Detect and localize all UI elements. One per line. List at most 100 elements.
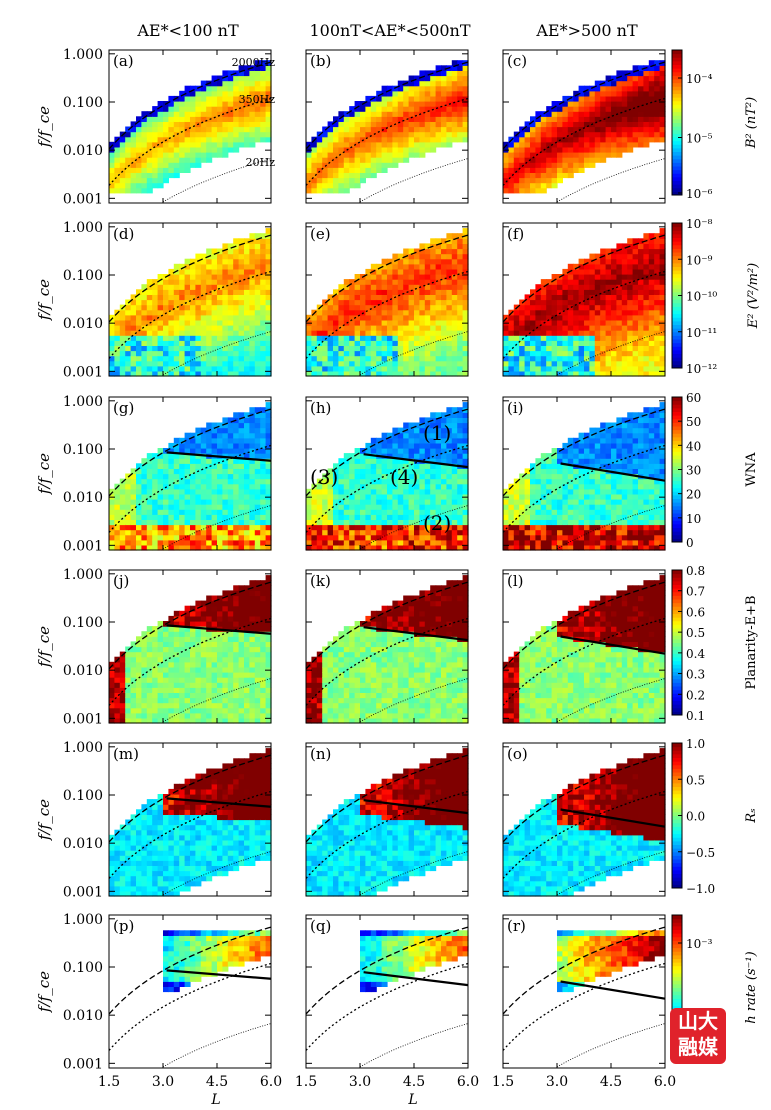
heatmap-cell [265, 314, 272, 321]
heatmap-cell [136, 504, 142, 510]
heatmap-cell [343, 136, 350, 143]
heatmap-cell [254, 309, 261, 316]
heatmap-cell [349, 284, 356, 290]
heatmap-cell [457, 299, 464, 306]
heatmap-cell [173, 534, 180, 541]
heatmap-cell [462, 483, 469, 490]
heatmap-cell [265, 453, 272, 459]
heatmap-cell [627, 309, 634, 316]
heatmap-cell [376, 121, 383, 128]
heatmap-cell [414, 258, 420, 265]
heatmap-cell [408, 95, 415, 102]
heatmap-cell [567, 360, 574, 367]
heatmap-cell [578, 360, 585, 367]
heatmap-cell [190, 453, 196, 459]
heatmap-cell [611, 304, 617, 311]
heatmap-cell [254, 238, 261, 244]
heatmap-cell [414, 319, 420, 326]
heatmap-cell [244, 253, 250, 260]
heatmap-cell [451, 422, 458, 429]
heatmap-cell [659, 340, 666, 346]
heatmap-cell [508, 355, 515, 362]
heatmap-cell [392, 162, 399, 168]
heatmap-cell [403, 509, 410, 515]
heatmap-cell [311, 355, 318, 362]
heatmap-cell [397, 437, 404, 444]
heatmap-cell [222, 422, 229, 429]
heatmap-cell [152, 172, 159, 179]
heatmap-cell [190, 274, 196, 280]
heatmap-cell [249, 493, 256, 500]
heatmap-cell [173, 514, 180, 520]
heatmap-cell [327, 141, 334, 148]
heatmap-cell [233, 514, 240, 520]
heatmap-cell [338, 330, 345, 336]
heatmap-cell [217, 294, 223, 301]
heatmap-cell [540, 279, 547, 285]
heatmap-cell [227, 437, 234, 444]
heatmap-cell [233, 468, 240, 475]
heatmap-cell [211, 294, 218, 301]
heatmap-cell [430, 422, 437, 429]
heatmap-cell [254, 263, 261, 270]
heatmap-cell [260, 360, 267, 367]
heatmap-cell [206, 504, 213, 510]
heatmap-cell [233, 432, 240, 439]
heatmap-cell [179, 544, 186, 551]
heatmap-cell [600, 248, 607, 255]
heatmap-cell [632, 274, 639, 280]
heatmap-cell [349, 289, 356, 295]
heatmap-cell [627, 319, 634, 326]
heatmap-cell [451, 473, 458, 480]
heatmap-cell [152, 350, 159, 357]
heatmap-cell [195, 289, 202, 295]
heatmap-cell [163, 330, 169, 336]
heatmap-cell [227, 524, 234, 531]
heatmap-cell [190, 162, 196, 168]
heatmap-cell [190, 121, 196, 128]
heatmap-cell [244, 70, 250, 77]
heatmap-cell [190, 493, 196, 500]
heatmap-cell [403, 111, 410, 117]
panel-frame [502, 222, 666, 377]
heatmap-cell [195, 101, 202, 107]
heatmap-cell [419, 370, 426, 377]
heatmap-cell [200, 499, 207, 505]
heatmap-cell [343, 304, 350, 311]
heatmap-cell [419, 126, 426, 133]
heatmap-cell [638, 274, 644, 280]
heatmap-cell [408, 529, 415, 536]
heatmap-cell [435, 294, 442, 301]
heatmap-cell [551, 304, 558, 311]
heatmap-cell [430, 340, 437, 346]
heatmap-cell [222, 248, 229, 255]
heatmap-cell [462, 90, 469, 97]
heatmap-cell [233, 131, 240, 138]
heatmap-cell [249, 417, 256, 424]
heatmap-cell [157, 514, 164, 520]
heatmap-cell [244, 243, 250, 250]
heatmap-cell [136, 116, 142, 122]
heatmap-cell [408, 253, 415, 260]
heatmap-cell [179, 162, 186, 168]
heatmap-cell [419, 422, 426, 429]
heatmap-cell [260, 370, 267, 377]
heatmap-cell [462, 136, 469, 143]
heatmap-cell [584, 141, 590, 148]
heatmap-cell [578, 370, 585, 377]
heatmap-cell [338, 111, 345, 117]
heatmap-cell [397, 294, 404, 301]
heatmap-cell [141, 509, 148, 515]
heatmap-cell [333, 314, 339, 321]
heatmap-cell [397, 468, 404, 475]
heatmap-cell [146, 126, 153, 133]
heatmap-cell [200, 106, 207, 112]
heatmap-cell [222, 253, 229, 260]
heatmap-cell [381, 529, 388, 536]
heatmap-cell [605, 335, 612, 341]
heatmap-cell [222, 478, 229, 485]
heatmap-cell [376, 504, 383, 510]
heatmap-cell [327, 365, 334, 372]
heatmap-cell [179, 314, 186, 321]
heatmap-cell [519, 330, 526, 336]
